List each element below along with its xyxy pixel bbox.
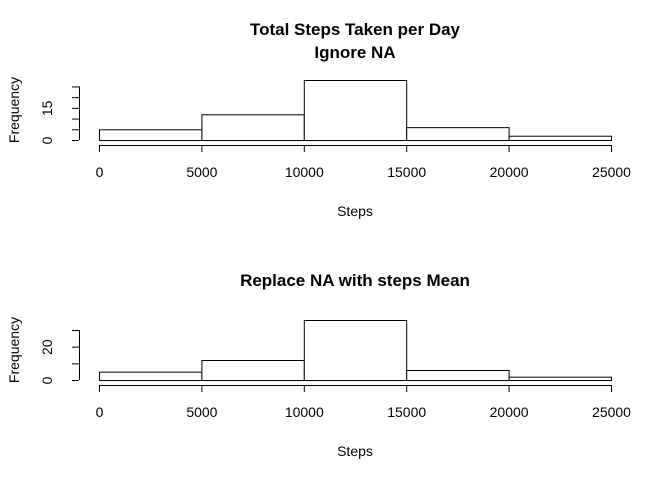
y-tick-label: 20 bbox=[39, 339, 55, 355]
chart-subtitle: Ignore NA bbox=[314, 43, 395, 62]
histogram-bar bbox=[201, 114, 305, 141]
histogram-bar bbox=[99, 129, 203, 142]
histogram-bar bbox=[406, 127, 510, 142]
x-tick-label: 0 bbox=[96, 164, 104, 180]
histogram-bar bbox=[303, 320, 408, 381]
bars-group bbox=[99, 320, 613, 382]
y-axis: 0 20 bbox=[39, 330, 80, 384]
x-tick-label: 10000 bbox=[285, 164, 324, 180]
y-tick-label: 15 bbox=[39, 100, 55, 116]
x-axis: 0 5000 10000 15000 20000 25000 bbox=[96, 145, 631, 180]
x-tick-label: 20000 bbox=[490, 164, 529, 180]
y-axis: 0 15 bbox=[39, 86, 80, 144]
x-axis: 0 5000 10000 15000 20000 25000 bbox=[96, 385, 631, 420]
chart-title: Replace NA with steps Mean bbox=[240, 271, 470, 290]
bars-group bbox=[99, 80, 613, 142]
y-axis-label: Frequency bbox=[6, 317, 22, 383]
x-tick-label: 0 bbox=[96, 404, 104, 420]
histogram-replace-na: Replace NA with steps Mean Steps Frequen… bbox=[6, 271, 631, 459]
x-tick-label: 15000 bbox=[387, 404, 426, 420]
chart-title: Total Steps Taken per Day bbox=[250, 20, 461, 39]
x-tick-label: 10000 bbox=[285, 404, 324, 420]
histogram-bar bbox=[508, 135, 613, 141]
histogram-bar bbox=[406, 370, 510, 381]
histogram-ignore-na: Total Steps Taken per Day Ignore NA Step… bbox=[6, 20, 631, 219]
histogram-bar bbox=[201, 360, 305, 381]
y-axis-label: Frequency bbox=[6, 77, 22, 143]
y-tick-label: 0 bbox=[39, 136, 55, 144]
x-tick-label: 5000 bbox=[186, 404, 217, 420]
histogram-bar bbox=[508, 376, 613, 382]
x-axis-label: Steps bbox=[337, 203, 373, 219]
x-tick-label: 20000 bbox=[490, 404, 529, 420]
histogram-bar bbox=[99, 371, 203, 382]
histogram-bar bbox=[303, 80, 408, 141]
x-tick-label: 25000 bbox=[592, 164, 631, 180]
y-tick-label: 0 bbox=[39, 376, 55, 384]
x-tick-label: 5000 bbox=[186, 164, 217, 180]
x-tick-label: 15000 bbox=[387, 164, 426, 180]
x-axis-label: Steps bbox=[337, 443, 373, 459]
x-tick-label: 25000 bbox=[592, 404, 631, 420]
